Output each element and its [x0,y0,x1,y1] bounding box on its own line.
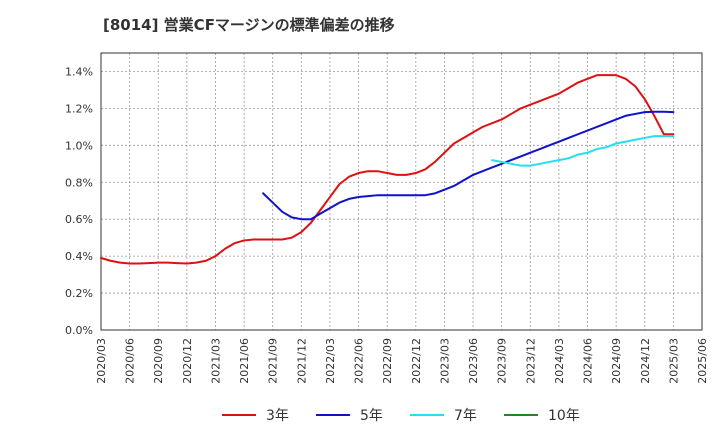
x-tick-label: 2020/06 [124,338,137,384]
x-tick-label: 2022/03 [324,338,337,384]
x-tick-label: 2021/06 [238,338,251,384]
legend-label-3: 7年 [454,408,477,424]
y-tick-label: 1.0% [65,139,93,152]
legend-label-1: 3年 [266,408,289,424]
x-tick-label: 2020/03 [95,338,108,384]
series-line-2 [262,110,675,221]
y-tick-label: 0.4% [65,250,93,263]
x-tick-label: 2023/06 [467,338,480,384]
x-tick-label: 2021/03 [209,338,222,384]
x-tick-label: 2022/06 [353,338,366,384]
plot-area [101,53,702,330]
x-tick-label: 2023/12 [524,338,537,384]
series-line-1 [100,74,675,265]
x-tick-label: 2025/03 [667,338,680,384]
x-tick-label: 2025/06 [696,338,709,384]
series-line-3 [491,135,675,167]
x-tick-label: 2023/09 [496,338,509,384]
x-tick-label: 2022/09 [381,338,394,384]
x-tick-label: 2024/03 [553,338,566,384]
y-tick-label: 0.2% [65,287,93,300]
x-tick-label: 2020/12 [181,338,194,384]
y-tick-label: 1.2% [65,102,93,115]
x-tick-label: 2020/09 [152,338,165,384]
x-tick-label: 2024/09 [610,338,623,384]
legend-label-2: 5年 [360,408,383,424]
x-tick-label: 2023/03 [438,338,451,384]
x-tick-label: 2022/12 [410,338,423,384]
x-tick-label: 2024/12 [639,338,652,384]
y-tick-label: 0.6% [65,213,93,226]
y-tick-label: 0.0% [65,324,93,337]
chart-title: [8014] 営業CFマージンの標準偏差の推移 [103,16,395,34]
y-tick-label: 0.8% [65,176,93,189]
x-tick-label: 2021/12 [295,338,308,384]
x-tick-label: 2024/06 [582,338,595,384]
y-tick-label: 1.4% [65,65,93,78]
plot-frame [100,52,703,331]
legend-label-4: 10年 [548,408,580,424]
x-tick-label: 2021/09 [267,338,280,384]
